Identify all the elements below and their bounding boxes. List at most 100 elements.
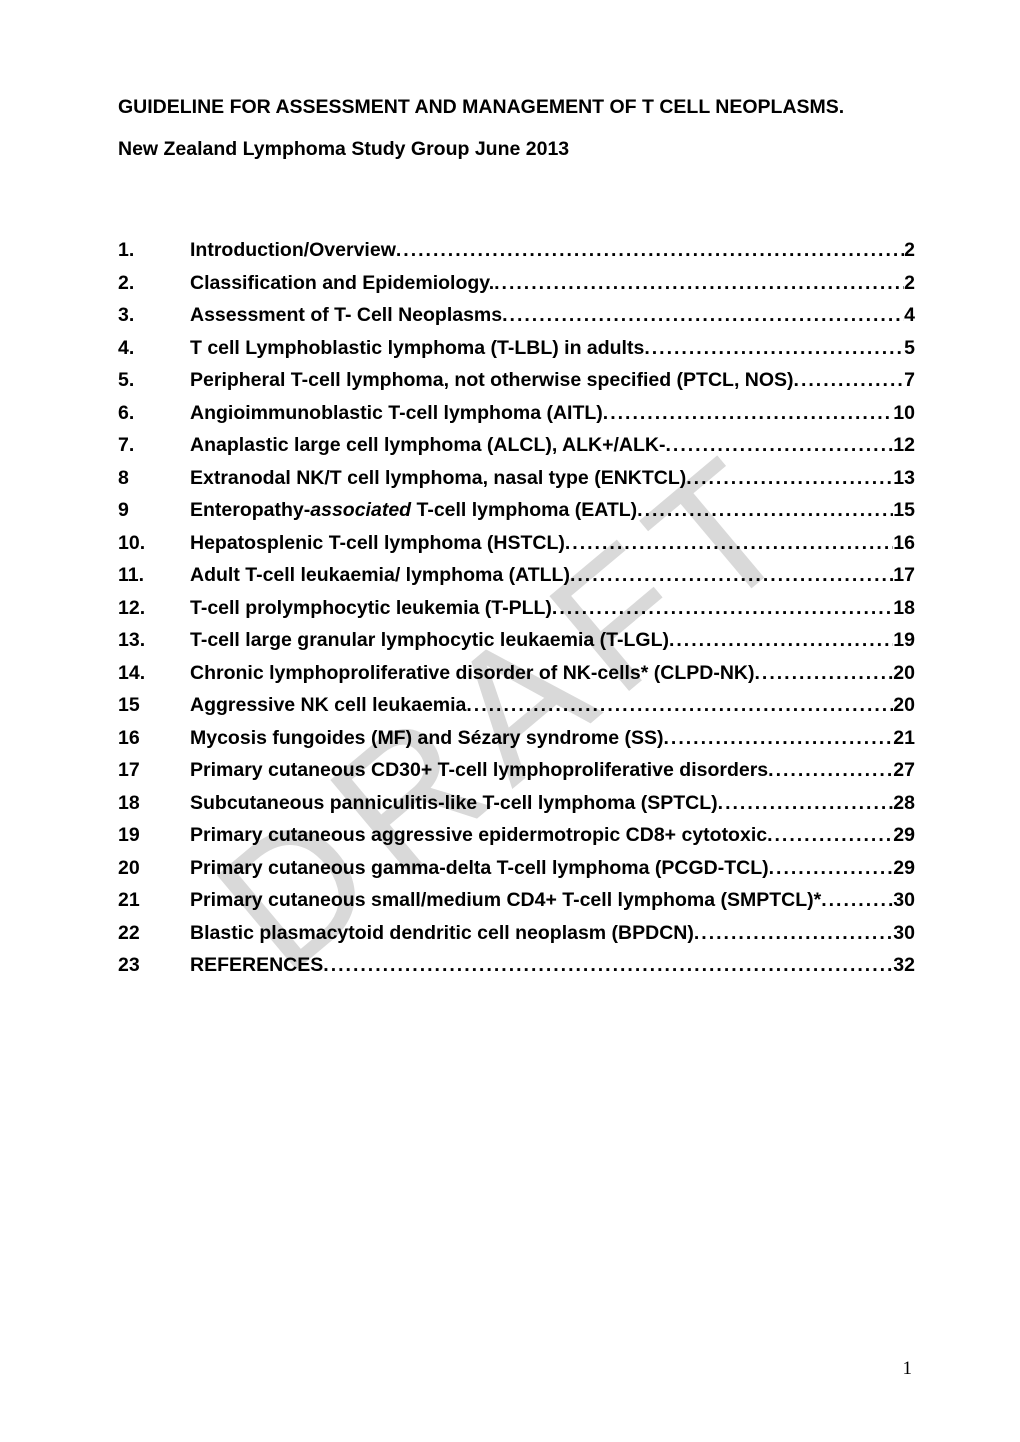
toc-entry-page: 5 [904,337,915,360]
toc-leader-dots [767,824,893,847]
toc-leader-dots [552,597,893,620]
toc-entry: 20Primary cutaneous gamma-delta T-cell l… [118,857,915,880]
document-subtitle: New Zealand Lymphoma Study Group June 20… [118,138,915,161]
toc-entry-number: 5. [118,369,190,392]
toc-entry-number: 2. [118,272,190,295]
toc-entry-page: 20 [893,662,915,685]
toc-entry-number: 15 [118,694,190,717]
page-number: 1 [903,1358,913,1380]
toc-leader-dots [694,922,893,945]
toc-entry-title: Blastic plasmacytoid dendritic cell neop… [190,922,694,945]
toc-entry: 7.Anaplastic large cell lymphoma (ALCL),… [118,434,915,457]
toc-entry-page: 21 [893,727,915,750]
toc-entry-number: 12. [118,597,190,620]
toc-entry-title: Peripheral T-cell lymphoma, not otherwis… [190,369,794,392]
toc-entry: 9Enteropathy-associated T-cell lymphoma … [118,499,915,522]
toc-leader-dots [637,499,893,522]
toc-entry-title: Chronic lymphoproliferative disorder of … [190,662,754,685]
toc-entry: 18Subcutaneous panniculitis-like T-cell … [118,792,915,815]
toc-entry: 16Mycosis fungoides (MF) and Sézary synd… [118,727,915,750]
toc-entry-page: 30 [893,922,915,945]
toc-entry: 10.Hepatosplenic T-cell lymphoma (HSTCL)… [118,532,915,555]
toc-leader-dots [686,467,893,490]
toc-entry-page: 2 [904,272,915,295]
toc-leader-dots [821,889,893,912]
toc-entry: 17Primary cutaneous CD30+ T-cell lymphop… [118,759,915,782]
toc-entry-number: 18 [118,792,190,815]
toc-entry-number: 16 [118,727,190,750]
toc-leader-dots [644,337,904,360]
toc-entry-number: 17 [118,759,190,782]
toc-leader-dots [664,727,894,750]
toc-entry: 14.Chronic lymphoproliferative disorder … [118,662,915,685]
page-content: GUIDELINE FOR ASSESSMENT AND MANAGEMENT … [118,95,915,977]
toc-entry-number: 8 [118,467,190,490]
table-of-contents: 1.Introduction/Overview 22.Classificatio… [118,239,915,977]
toc-entry-number: 23 [118,954,190,977]
toc-entry-title: Extranodal NK/T cell lymphoma, nasal typ… [190,467,686,490]
toc-entry-title: REFERENCES [190,954,323,977]
toc-entry-title: Primary cutaneous aggressive epidermotro… [190,824,767,847]
toc-leader-dots [665,434,893,457]
toc-leader-dots [754,662,893,685]
toc-entry-page: 10 [893,402,915,425]
toc-entry-number: 9 [118,499,190,522]
toc-entry-page: 29 [893,857,915,880]
toc-entry-page: 12 [893,434,915,457]
toc-entry-number: 21 [118,889,190,912]
toc-entry-page: 30 [893,889,915,912]
toc-leader-dots [502,304,904,327]
toc-entry: 23REFERENCES 32 [118,954,915,977]
toc-entry: 5.Peripheral T-cell lymphoma, not otherw… [118,369,915,392]
toc-entry-title: Classification and Epidemiology. [190,272,494,295]
toc-leader-dots [396,239,904,262]
toc-entry-page: 16 [893,532,915,555]
toc-entry-number: 3. [118,304,190,327]
toc-entry: 13.T-cell large granular lymphocytic leu… [118,629,915,652]
toc-entry-title: Anaplastic large cell lymphoma (ALCL), A… [190,434,665,457]
toc-entry-page: 2 [904,239,915,262]
toc-entry-page: 17 [893,564,915,587]
toc-leader-dots [669,629,893,652]
toc-leader-dots [565,532,893,555]
toc-entry-page: 15 [893,499,915,522]
toc-entry: 2.Classification and Epidemiology. 2 [118,272,915,295]
toc-entry-title: Introduction/Overview [190,239,396,262]
toc-entry-number: 6. [118,402,190,425]
toc-entry-page: 4 [904,304,915,327]
toc-entry-title: T-cell large granular lymphocytic leukae… [190,629,669,652]
toc-entry: 15Aggressive NK cell leukaemia 20 [118,694,915,717]
toc-leader-dots [718,792,894,815]
toc-entry-page: 7 [904,369,915,392]
toc-entry-title: Adult T-cell leukaemia/ lymphoma (ATLL) [190,564,570,587]
toc-entry: 6.Angioimmunoblastic T-cell lymphoma (AI… [118,402,915,425]
toc-entry: 19Primary cutaneous aggressive epidermot… [118,824,915,847]
toc-entry-number: 20 [118,857,190,880]
toc-entry-page: 18 [893,597,915,620]
toc-entry-title: Subcutaneous panniculitis-like T-cell ly… [190,792,718,815]
document-page: DRAFT GUIDELINE FOR ASSESSMENT AND MANAG… [0,0,1020,1442]
toc-entry-page: 19 [893,629,915,652]
toc-leader-dots [768,759,893,782]
toc-entry-number: 10. [118,532,190,555]
toc-entry: 4.T cell Lymphoblastic lymphoma (T-LBL) … [118,337,915,360]
toc-entry-number: 22 [118,922,190,945]
toc-entry: 3.Assessment of T- Cell Neoplasms 4 [118,304,915,327]
toc-entry-title: Mycosis fungoides (MF) and Sézary syndro… [190,727,664,750]
toc-entry-page: 32 [893,954,915,977]
toc-leader-dots [794,369,905,392]
toc-leader-dots [494,272,904,295]
toc-entry: 21Primary cutaneous small/medium CD4+ T-… [118,889,915,912]
toc-leader-dots [323,954,893,977]
toc-entry-page: 28 [893,792,915,815]
toc-entry-number: 14. [118,662,190,685]
toc-entry: 8Extranodal NK/T cell lymphoma, nasal ty… [118,467,915,490]
toc-entry-number: 13. [118,629,190,652]
toc-entry-title: Primary cutaneous small/medium CD4+ T-ce… [190,889,821,912]
toc-entry-number: 7. [118,434,190,457]
toc-leader-dots [603,402,894,425]
toc-entry: 11.Adult T-cell leukaemia/ lymphoma (ATL… [118,564,915,587]
toc-entry-title: T cell Lymphoblastic lymphoma (T-LBL) in… [190,337,644,360]
toc-entry-title: Primary cutaneous gamma-delta T-cell lym… [190,857,769,880]
toc-entry-title: T-cell prolymphocytic leukemia (T-PLL) [190,597,552,620]
